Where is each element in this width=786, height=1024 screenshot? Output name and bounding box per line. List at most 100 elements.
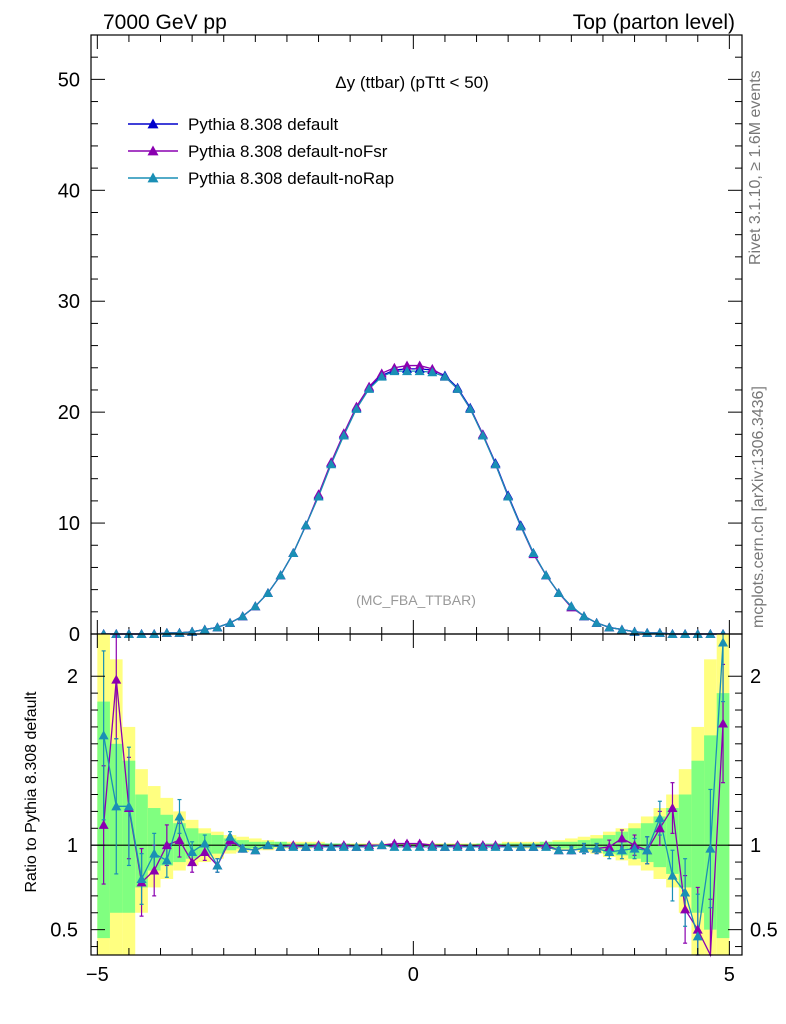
analysis-watermark: (MC_FBA_TTBAR) (356, 592, 476, 608)
ratio-data-point (439, 841, 450, 851)
main-data-point (591, 617, 602, 627)
ratio-tick-labels: 0.5 0.5 1 1 2 2 −5 0 5 (50, 666, 778, 986)
main-data-point (225, 617, 236, 627)
ratio-xtick-label: −5 (86, 964, 109, 986)
ratio-data-point (616, 845, 627, 855)
ratio-data-point (503, 841, 514, 851)
main-data-point (300, 520, 311, 530)
main-data-point (338, 430, 349, 440)
ratio-data-point (161, 840, 172, 850)
ratio-band-green (691, 760, 705, 913)
main-ytick-label: 10 (58, 513, 80, 535)
main-data-point (452, 383, 463, 393)
main-data-point (528, 548, 539, 558)
main-data-point (427, 367, 438, 377)
header-right: Top (parton level) (573, 11, 735, 34)
ratio-data-point (692, 924, 703, 934)
main-data-point (604, 622, 615, 632)
main-data-point (275, 570, 286, 580)
ratio-frame (90, 633, 743, 956)
main-ytick-labels: 0 10 20 30 40 50 (58, 69, 80, 646)
ratio-data-point (667, 803, 678, 813)
main-data-point (414, 366, 425, 376)
ratio-data-point (237, 843, 248, 853)
main-data-point (351, 403, 362, 413)
ratio-data-point (338, 841, 349, 851)
ratio-data-point (402, 841, 413, 851)
ratio-ytick-label: 1 (67, 835, 78, 857)
main-data-point (541, 570, 552, 580)
ratio-band-green (716, 693, 730, 939)
ratio-data-point (629, 843, 640, 853)
ratio-data-point (541, 841, 552, 851)
main-data-point (553, 587, 564, 597)
ratio-data-point (692, 931, 703, 941)
ratio-data-point (680, 887, 691, 897)
ratio-data-point (225, 831, 236, 841)
ratio-data-point (680, 904, 691, 914)
main-ytick-label: 50 (58, 69, 80, 91)
main-data-point (326, 459, 337, 469)
ratio-data-point (705, 843, 716, 853)
main-ytick-label: 30 (58, 291, 80, 313)
main-data-point (237, 611, 248, 621)
ratio-data-point (477, 841, 488, 851)
ratio-data-point (98, 730, 109, 740)
legend-marker (147, 118, 159, 129)
main-data-point (212, 622, 223, 632)
main-data-point (402, 366, 413, 376)
ratio-series-line (102, 679, 724, 958)
main-data-point (477, 430, 488, 440)
ratio-series-line (103, 642, 724, 937)
legend-label: Pythia 8.308 default (188, 115, 339, 134)
main-data-point (414, 360, 425, 370)
legend-label: Pythia 8.308 default-noFsr (188, 142, 388, 161)
main-data-point (313, 491, 324, 501)
ratio-data-point (364, 841, 375, 851)
ratio-data-point (654, 813, 665, 823)
legend-marker (147, 145, 159, 156)
ratio-band-green (666, 808, 679, 874)
ratio-data-point (515, 841, 526, 851)
header-left: 7000 GeV pp (103, 11, 227, 34)
main-data-point (654, 627, 665, 637)
ratio-data-point (288, 841, 299, 851)
ratio-data-point (111, 801, 122, 811)
ratio-ytick-label-right: 0.5 (750, 920, 778, 942)
legend-marker (147, 172, 159, 183)
main-data-point (250, 601, 261, 611)
ratio-data-point (642, 845, 653, 855)
ratio-axis-ticks (91, 634, 742, 955)
main-data-point (465, 403, 476, 413)
main-data-point (199, 624, 210, 634)
ratio-data-point (604, 846, 615, 856)
main-data-point (503, 491, 514, 501)
ratio-data-point (553, 845, 564, 855)
ratio-data-point (187, 857, 198, 867)
ratio-band-green (678, 794, 692, 888)
ratio-data-point (591, 843, 602, 853)
main-data-point (389, 366, 400, 376)
ratio-data-point (98, 819, 109, 829)
ratio-data-point (616, 833, 627, 843)
ratio-data-point (161, 855, 172, 865)
main-data-point (566, 601, 577, 611)
main-data-point (616, 624, 627, 634)
main-data-point (288, 548, 299, 558)
main-data-point (364, 383, 375, 393)
main-ytick-label: 20 (58, 402, 80, 424)
ratio-ytick-label-right: 2 (750, 666, 761, 688)
rivet-version-text: Rivet 3.1.10, ≥ 1.6M events (747, 70, 764, 265)
ratio-data-point (250, 845, 261, 855)
ratio-data-point (427, 841, 438, 851)
ratio-xtick-label: 5 (724, 964, 735, 986)
ratio-data-point (123, 801, 134, 811)
ratio-ytick-label-right: 1 (750, 835, 761, 857)
ratio-data-point (414, 841, 425, 851)
ratio-data-point (300, 841, 311, 851)
ratio-ylabel: Ratio to Pythia 8.308 default (23, 691, 40, 893)
ratio-data-point (578, 843, 589, 853)
ratio-data-point (389, 841, 400, 851)
ratio-data-point (654, 823, 665, 833)
